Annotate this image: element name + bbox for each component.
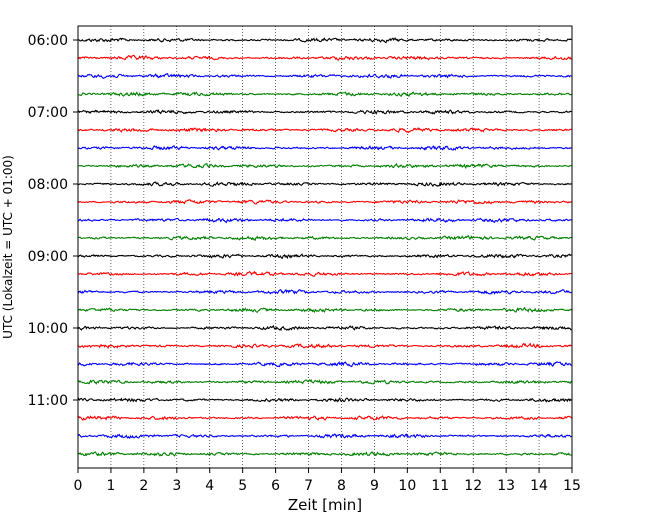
trace-0630 bbox=[77, 73, 572, 79]
trace-0615 bbox=[77, 54, 572, 61]
y-axis-label: UTC (Lokalzeit = UTC + 01:00) bbox=[1, 155, 15, 339]
trace-0645 bbox=[77, 91, 572, 98]
x-tick-label: 2 bbox=[139, 478, 148, 494]
y-tick-label: 09:00 bbox=[28, 249, 68, 265]
x-tick-label: 9 bbox=[370, 478, 379, 494]
trace-0830 bbox=[77, 217, 572, 224]
x-axis-label: Zeit [min] bbox=[288, 496, 362, 514]
y-tick-label: 11:00 bbox=[28, 393, 68, 409]
x-tick-label: 0 bbox=[74, 478, 83, 494]
x-tick-label: 14 bbox=[530, 478, 548, 494]
trace-0900 bbox=[77, 253, 572, 260]
trace-1000 bbox=[77, 324, 572, 332]
x-tick-label: 11 bbox=[431, 478, 449, 494]
trace-0745 bbox=[77, 162, 572, 169]
y-tick-label: 07:00 bbox=[28, 105, 68, 121]
seismic-traces bbox=[77, 37, 572, 457]
y-tick-label: 06:00 bbox=[28, 33, 68, 49]
x-tick-label: 1 bbox=[106, 478, 115, 494]
plot-frame bbox=[77, 25, 573, 469]
trace-0715 bbox=[77, 127, 572, 134]
trace-0945 bbox=[77, 306, 572, 314]
x-axis-ticks: 0 1 2 3 4 5 6 7 8 9 10 11 12 13 14 15 bbox=[74, 468, 581, 494]
trace-1130 bbox=[77, 433, 572, 440]
x-tick-label: 6 bbox=[271, 478, 280, 494]
trace-1015 bbox=[77, 342, 572, 350]
y-tick-label: 08:00 bbox=[28, 177, 68, 193]
x-tick-label: 15 bbox=[563, 478, 581, 494]
x-tick-label: 10 bbox=[398, 478, 416, 494]
vertical-grid bbox=[110, 26, 540, 468]
x-tick-label: 8 bbox=[337, 478, 346, 494]
x-tick-label: 13 bbox=[497, 478, 515, 494]
trace-0800 bbox=[77, 181, 572, 188]
trace-1145 bbox=[77, 451, 572, 457]
trace-0815 bbox=[77, 199, 572, 205]
x-tick-label: 3 bbox=[172, 478, 181, 494]
trace-1115 bbox=[77, 415, 572, 421]
x-tick-label: 5 bbox=[238, 478, 247, 494]
x-tick-label: 4 bbox=[205, 478, 214, 494]
trace-0730 bbox=[77, 145, 572, 151]
trace-0700 bbox=[77, 109, 572, 115]
y-tick-label: 10:00 bbox=[28, 321, 68, 337]
trace-1045 bbox=[77, 378, 572, 385]
x-tick-label: 7 bbox=[304, 478, 313, 494]
y-axis-ticks: 06:00 07:00 08:00 09:00 10:00 11:00 bbox=[28, 33, 78, 409]
trace-0930 bbox=[77, 288, 572, 295]
trace-1030 bbox=[77, 361, 572, 368]
x-tick-label: 12 bbox=[464, 478, 482, 494]
trace-0915 bbox=[77, 270, 572, 277]
trace-1100 bbox=[77, 397, 572, 403]
trace-0845 bbox=[77, 235, 572, 241]
trace-0600 bbox=[77, 37, 572, 44]
